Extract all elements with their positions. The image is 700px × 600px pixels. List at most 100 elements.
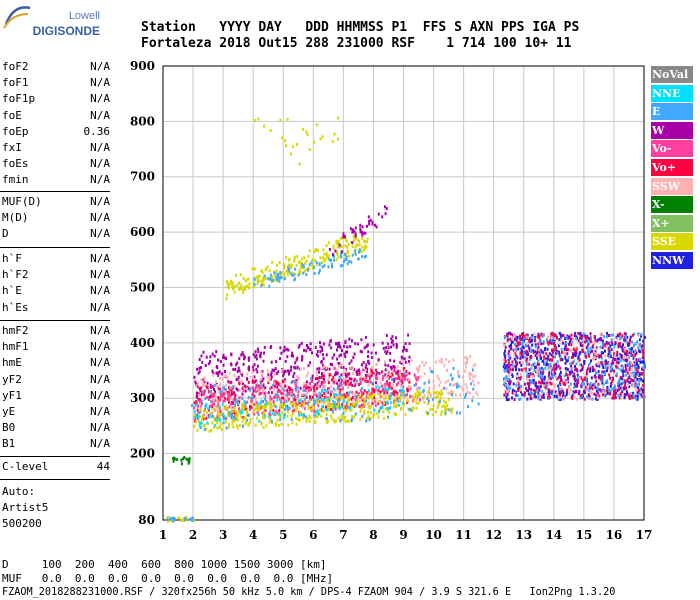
echo-point [333,377,336,381]
echo-point [253,394,256,398]
echo-point [579,341,582,345]
echo-point [607,362,610,366]
echo-point [562,351,565,355]
echo-point [564,355,567,359]
echo-point [630,368,633,372]
echo-point [360,249,363,253]
echo-point [381,388,384,392]
echo-point [344,381,347,385]
echo-point [307,382,310,386]
echo-point [332,244,335,248]
echo-point [620,354,623,358]
echo-point [534,343,537,347]
echo-point [359,388,362,392]
echo-point [269,400,272,404]
echo-point [640,334,643,338]
echo-point [615,353,618,357]
echo-point [538,380,540,384]
echo-point [574,378,577,382]
echo-point [329,339,332,343]
echo-point [272,408,275,412]
echo-point [555,336,558,340]
echo-point [432,404,435,408]
echo-point [610,362,613,366]
echo-point [315,373,318,377]
y-tick-label: 700 [130,170,155,184]
echo-point [206,386,209,390]
echo-point [635,372,638,376]
echo-point [599,375,602,378]
echo-point [438,391,441,395]
echo-point [379,390,382,394]
echo-point [180,462,183,466]
echo-point [260,351,263,355]
echo-point [457,370,460,374]
echo-point [321,405,324,409]
echo-point [200,378,203,382]
echo-point [503,352,506,356]
echo-point [270,402,272,406]
echo-point [504,356,506,360]
legend-item-ssw: SSW [651,177,693,195]
echo-point [635,362,638,366]
echo-point [249,405,251,408]
echo-point [614,387,617,391]
echo-point [639,357,641,361]
echo-point [254,423,257,427]
echo-point [544,359,547,363]
echo-point [397,375,400,379]
echo-point [305,374,308,378]
echo-point [371,366,374,370]
echo-point [208,429,211,433]
echo-point [230,392,233,395]
echo-point [239,273,242,277]
echo-point [258,408,261,412]
echo-point [349,390,352,394]
echo-point [295,358,298,362]
echo-point [542,341,545,345]
echo-point [604,366,607,370]
echo-point [413,399,416,402]
echo-point [634,375,637,379]
echo-point [586,369,589,373]
legend-item-nne: NNE [651,84,693,102]
echo-point [285,400,288,403]
echo-point [211,392,214,396]
echo-point [503,369,506,373]
echo-point [544,347,547,350]
echo-point [502,365,505,369]
echo-point [351,253,354,257]
echo-point [332,366,335,369]
echo-point [225,388,227,391]
echo-point [620,397,622,401]
echo-point [413,383,416,387]
echo-point [327,391,330,395]
echo-point [624,393,627,396]
echo-point [263,403,266,407]
echo-point [324,388,327,392]
echo-point [217,390,220,394]
header-row-values: Fortaleza 2018 Out15 288 231000 RSF 1 71… [141,36,572,51]
echo-point [517,382,520,386]
echo-point [427,402,430,406]
echo-point [619,386,622,390]
echo-point [243,417,245,421]
echo-point [642,363,645,367]
echo-point [316,395,319,398]
echo-point [323,258,326,261]
echo-point [332,246,335,250]
echo-point [617,384,620,388]
echo-point [209,386,212,389]
echo-point [207,396,209,400]
echo-point [399,374,402,378]
x-tick-label: 5 [279,528,287,542]
echo-point [632,384,635,388]
echo-point [284,359,287,363]
echo-point [317,409,319,413]
echo-point [401,401,404,405]
echo-point [172,459,175,463]
echo-point [399,396,402,400]
echo-point [254,355,257,359]
echo-point [619,359,622,363]
echo-point [344,244,347,248]
